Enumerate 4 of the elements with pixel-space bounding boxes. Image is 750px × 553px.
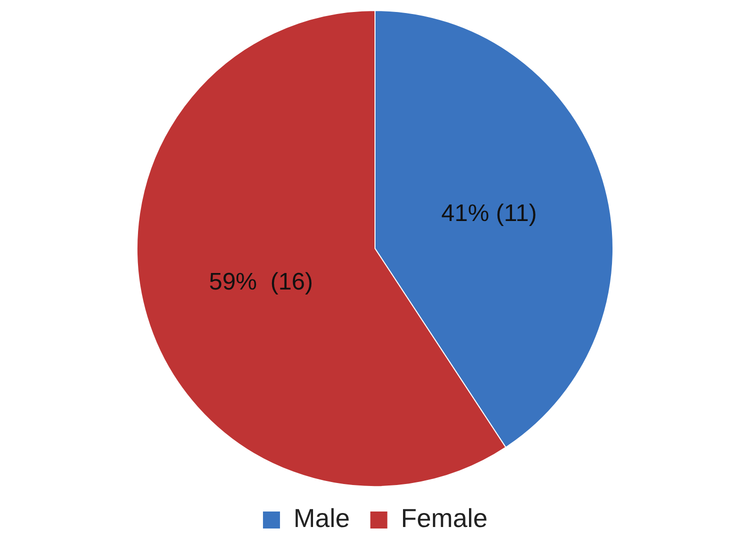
data-label: 59% (16) [208,268,314,296]
data-label: 41% (11) [441,200,537,227]
legend-label: Male [293,503,350,534]
legend-label: Female [400,503,488,534]
